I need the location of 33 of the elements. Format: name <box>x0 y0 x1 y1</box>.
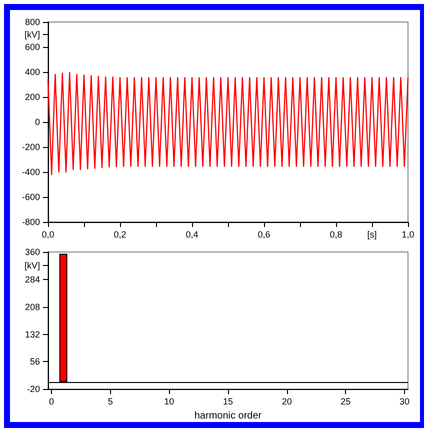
y-tick-label: 208 <box>24 302 40 312</box>
y-tick-label: [kV] <box>24 30 40 40</box>
x-tick-label: [s] <box>367 230 377 240</box>
y-tick-label: 132 <box>24 329 40 340</box>
y-tick-label: 800 <box>24 17 40 27</box>
y-tick-label: -400 <box>22 167 40 177</box>
x-tick-label: 10 <box>164 396 174 407</box>
y-tick-label: 200 <box>24 92 40 102</box>
y-tick-label: -200 <box>22 142 40 152</box>
y-tick-label: 284 <box>24 274 40 284</box>
x-tick-label: 25 <box>340 396 351 407</box>
y-tick-label: 360 <box>24 247 40 257</box>
x-axis-title: harmonic order <box>194 410 262 422</box>
x-tick-label: 30 <box>399 396 410 407</box>
x-tick-label: 1,0 <box>402 230 414 240</box>
y-tick-label: -20 <box>26 384 40 394</box>
y-tick-label: -600 <box>22 192 40 202</box>
x-tick-label: 5 <box>108 396 113 407</box>
x-tick-label: 15 <box>222 396 234 407</box>
line-series <box>47 72 409 176</box>
y-tick-label: 56 <box>30 356 40 367</box>
y-tick-label: -800 <box>22 217 40 227</box>
x-tick-label: 0,2 <box>114 230 126 240</box>
x-tick-label: 0 <box>49 396 54 407</box>
y-tick-label: 400 <box>24 67 40 77</box>
y-tick-label: [kV] <box>24 260 40 271</box>
y-tick-label: 0 <box>34 117 40 127</box>
x-tick-label: 0,4 <box>186 230 198 240</box>
x-tick-label: 0,0 <box>42 230 54 240</box>
y-tick-label: 600 <box>24 42 40 52</box>
x-tick-label: 0,6 <box>258 230 270 240</box>
x-tick-label: 20 <box>282 396 292 407</box>
x-tick-label: 0,8 <box>330 230 342 240</box>
